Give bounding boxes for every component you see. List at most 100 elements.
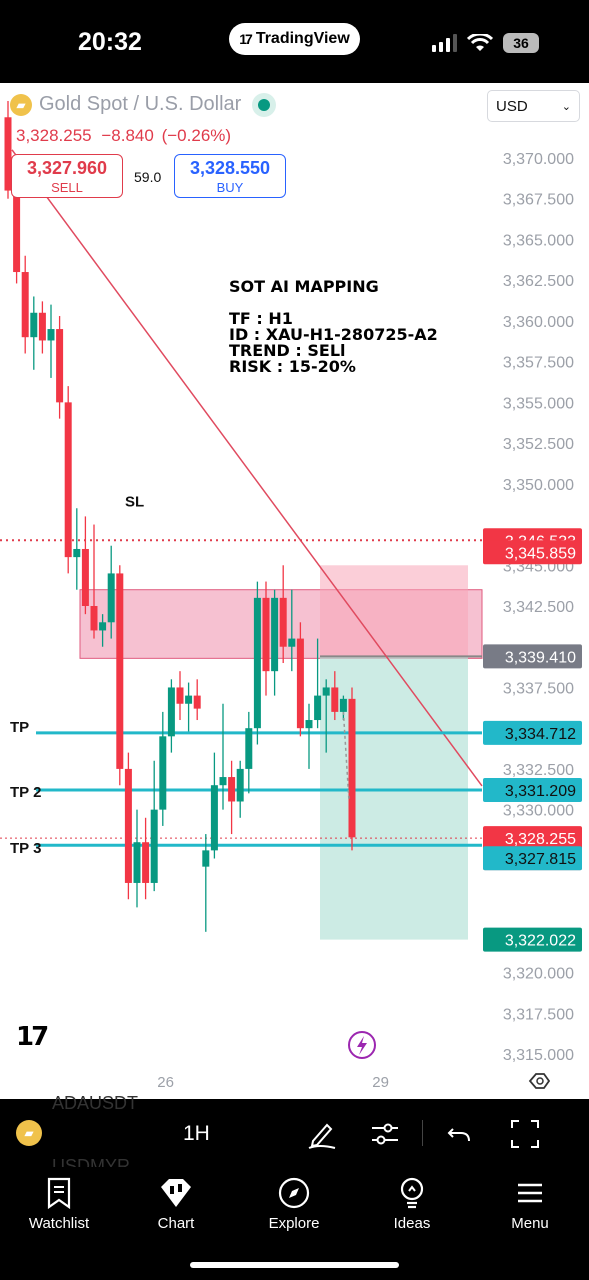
status-bar: 20:32 17 TradingView 36 [0, 0, 589, 83]
drawing-pen-icon[interactable] [305, 1117, 339, 1151]
candle-body [13, 190, 21, 273]
candle-body [296, 638, 304, 729]
tradingview-watermark-icon: 17 [16, 1022, 48, 1052]
tab-explore[interactable]: Explore [244, 1177, 344, 1232]
status-icons: 36 [432, 33, 539, 53]
chart-area[interactable]: 3,370.000 3,367.500 3,365.000 3,362.500 3,36… [0, 83, 589, 1099]
tab-watchlist[interactable]: Watchlist [9, 1177, 109, 1232]
symbol-header[interactable]: ▰ Gold Spot / U.S. Dollar [10, 93, 271, 116]
tab-label: Explore [268, 1215, 320, 1232]
entry-tag-label: 3,339.410 [505, 649, 576, 666]
y-tick-label: 3,320.000 [503, 966, 574, 983]
y-tick-label: 3,357.500 [503, 355, 574, 372]
candle-body [90, 606, 98, 631]
price-chart[interactable]: 3,370.000 3,367.500 3,365.000 3,362.500 3,36… [0, 83, 589, 1099]
annotation-trend: TREND : SELl [229, 341, 346, 360]
tp2-annotation: TP 2 [10, 784, 41, 801]
y-tick-label: 3,365.000 [503, 232, 574, 249]
tp3-tag [483, 846, 582, 871]
currency-select[interactable]: USD ⌄ [487, 90, 580, 122]
sell-button[interactable]: 3,327.960 SELL [11, 154, 123, 198]
symbol-selector[interactable]: ▰ XAUUSD [16, 1120, 144, 1146]
candle-body [56, 329, 64, 403]
annotation-tf: TF : H1 [229, 309, 293, 328]
candle-body [47, 329, 55, 341]
wifi-icon [467, 34, 493, 51]
home-indicator [190, 1262, 399, 1268]
lightning-glyph-icon [357, 1036, 367, 1055]
candle-body [81, 548, 89, 606]
candle-body [210, 785, 218, 851]
candle-body [116, 573, 124, 769]
y-tick-label: 3,330.000 [503, 803, 574, 820]
tradingview-logo-icon: 17 [239, 31, 253, 47]
candle-body [305, 720, 313, 729]
bookmark-icon [47, 1177, 71, 1209]
y-tick-label: 3,350.000 [503, 477, 574, 494]
last-price: 3,328.255 [16, 126, 92, 145]
buy-button[interactable]: 3,328.550 BUY [174, 154, 286, 198]
tab-chart[interactable]: Chart [126, 1177, 226, 1232]
tab-ideas[interactable]: Ideas [362, 1177, 462, 1232]
tab-menu[interactable]: Menu [480, 1177, 580, 1232]
buy-price: 3,328.550 [189, 158, 271, 178]
candle-body [236, 768, 244, 802]
candle-body [124, 768, 132, 883]
price-summary: 3,328.255 −8.840 (−0.26%) [16, 126, 231, 146]
entry-tag [483, 644, 582, 669]
settings-dot-icon [536, 1077, 544, 1085]
y-tick-label: 3,355.000 [503, 395, 574, 412]
y-tick-label: 3,332.500 [503, 762, 574, 779]
profit-zone [320, 656, 468, 940]
current-price-tag-label: 3,328.255 [505, 831, 576, 848]
candle-body [279, 597, 287, 647]
candle-body [185, 695, 193, 704]
clock: 20:32 [78, 28, 142, 56]
projection-arrow [342, 711, 350, 802]
y-tick-label: 3,352.500 [503, 436, 574, 453]
app-badge-label: TradingView [255, 30, 350, 47]
candle-body [38, 312, 46, 341]
currency-value: USD [496, 97, 528, 115]
x-tick-label: 29 [372, 1074, 389, 1091]
candle-body [339, 698, 347, 712]
candle-body [30, 312, 38, 338]
toolbar-divider [422, 1120, 423, 1146]
entry-upper-tag-label: 3,345.859 [505, 545, 576, 562]
candle-body [253, 597, 261, 729]
candle-body [21, 272, 29, 338]
fullscreen-icon[interactable] [508, 1117, 542, 1151]
candle-body [348, 698, 356, 838]
candle-body [322, 687, 330, 696]
tp3-tag-label: 3,327.815 [505, 851, 576, 868]
tp2-tag [483, 777, 582, 802]
candle-body [167, 687, 175, 737]
chart-toolbar [0, 1099, 589, 1167]
candle-body [193, 695, 201, 709]
y-tick-label: 3,315.000 [503, 1047, 574, 1064]
bottom-tab-bar: Watchlist Chart Explore Ideas Menu [0, 1167, 589, 1280]
x-tick-label: 26 [157, 1074, 174, 1091]
mapping-annotation[interactable]: SOT AI MAPPING TF : H1 ID : XAU-H1-28072… [229, 279, 438, 375]
lightbulb-icon [400, 1177, 424, 1209]
indicators-sliders-icon[interactable] [368, 1117, 402, 1151]
candle-body [245, 728, 253, 769]
y-tick-label: 3,370.000 [503, 151, 574, 168]
price-change-pct: (−0.26%) [161, 126, 232, 145]
tp1-annotation: TP [10, 719, 29, 736]
interval-selector[interactable]: 1H [183, 1122, 210, 1145]
entry-upper-tag [483, 540, 582, 565]
stop-loss-zone [320, 565, 468, 657]
candle-body [107, 573, 115, 623]
candle-body [4, 117, 12, 191]
y-tick-label: 3,360.000 [503, 314, 574, 331]
undo-icon[interactable] [443, 1117, 477, 1151]
sell-price: 3,327.960 [26, 158, 108, 178]
tab-label: Watchlist [28, 1215, 90, 1232]
target-tag-label: 3,322.022 [505, 933, 576, 950]
candle-body [228, 777, 236, 802]
signal-icon [432, 34, 457, 52]
annotation-id: ID : XAU-H1-280725-A2 [229, 325, 438, 344]
sl-annotation: SL [125, 494, 144, 511]
candle-body [331, 687, 339, 712]
